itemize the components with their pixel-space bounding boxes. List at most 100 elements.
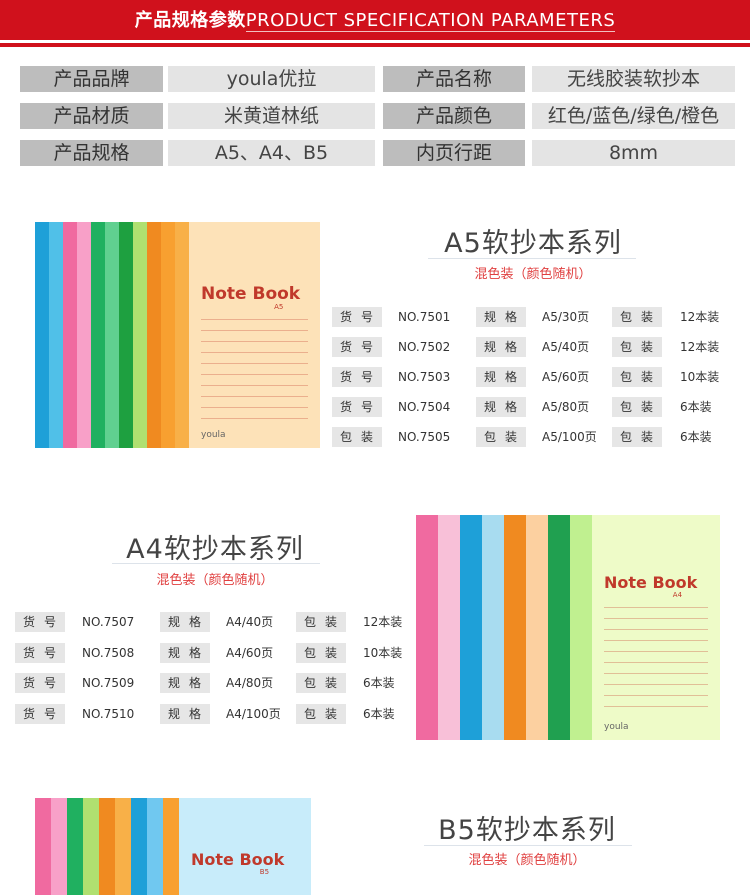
a5-title: A5软抄本系列 [444,228,622,259]
row-label: 规格 [160,642,210,663]
row-value: NO.7508 [82,645,135,660]
row-value: A4/60页 [226,645,274,660]
row-value: 12本装 [680,340,720,354]
spec-row: 货号 NO.7510 规格 A4/100页 包装 6本装 [15,703,435,724]
row-value: 12本装 [363,615,403,629]
cover-size: B5 [259,868,270,876]
row-label: 规格 [476,307,526,327]
row-label: 包装 [612,427,662,447]
row-value: NO.7505 [398,430,451,444]
spec-value: 红色/蓝色/绿色/橙色 [532,103,735,129]
ruled-line [604,684,708,685]
b5-subtitle: 混色装（颜色随机） [468,853,586,868]
spec-value: 米黄道林纸 [168,103,375,129]
row-value: A5/40页 [542,340,590,354]
notebook-spine [416,515,439,740]
ruled-line [201,407,308,408]
row-label: 规格 [476,397,526,417]
cover-title: Note Book [201,284,301,304]
page-title: 产品规格参数PRODUCT SPECIFICATION PARAMETERS [0,6,750,32]
spec-row: 包装 NO.7505 包装 A5/100页 包装 6本装 [332,427,750,447]
row-label: 规格 [476,367,526,387]
notebook-cover: Note Book B5 [179,798,311,895]
a4-divider [112,563,320,564]
ruled-line [201,396,308,397]
row-label: 货号 [15,642,65,663]
notebook-spine [99,798,116,895]
row-value: 6本装 [363,676,395,690]
row-value: A5/60页 [542,370,590,384]
notebook-spine [35,222,50,448]
row-value: NO.7502 [398,340,451,354]
notebook-spine [51,798,68,895]
row-value: NO.7509 [82,676,135,690]
notebook-spine [570,515,593,740]
ruled-line [201,363,308,364]
brand-logo: youla [604,722,629,732]
ruled-line [604,640,708,641]
ruled-line [201,385,308,386]
row-label: 包装 [612,397,662,417]
notebook-spine [548,515,571,740]
cover-title: Note Book [191,850,285,869]
ruled-line [604,695,708,696]
row-label: 货号 [332,397,382,417]
ruled-line [201,374,308,375]
row-value: A4/100页 [226,706,281,721]
row-value: 12本装 [680,310,720,324]
cover-size: A5 [274,303,284,311]
cover-size: A4 [672,591,683,599]
ruled-line [604,706,708,707]
notebook-spine [49,222,64,448]
row-label: 规格 [476,337,526,357]
notebook-spine [67,798,84,895]
notebook-spine [115,798,132,895]
ruled-line [604,662,708,663]
ruled-line [201,418,308,419]
title-en: PRODUCT SPECIFICATION PARAMETERS [245,10,616,32]
row-label: 包装 [296,642,346,663]
ruled-line [201,341,308,342]
row-label: 包装 [612,367,662,387]
spec-label: 内页行距 [383,140,525,166]
b5-divider [424,845,632,846]
spec-label: 产品名称 [383,66,525,92]
notebook-spine [119,222,134,448]
row-value: A5/100页 [542,430,597,444]
notebook-spine [482,515,505,740]
ruled-line [604,629,708,630]
a5-subtitle: 混色装（颜色随机） [474,267,592,282]
spec-row: 货号 NO.7501 规格 A5/30页 包装 12本装 [332,307,750,327]
title-cn: 产品规格参数 [134,10,246,31]
spec-label: 产品品牌 [20,66,163,92]
notebook-spine [83,798,100,895]
notebook-spine [147,798,164,895]
row-label: 包装 [612,307,662,327]
notebook-spine [147,222,162,448]
notebook-spine [175,222,190,448]
spec-row: 货号 NO.7502 规格 A5/40页 包装 12本装 [332,337,750,357]
row-value: NO.7503 [398,370,451,384]
ruled-line [604,607,708,608]
notebook-spine [35,798,52,895]
row-value: NO.7507 [82,615,135,629]
brand-logo: youla [201,430,226,440]
row-label: 货号 [15,673,65,693]
spec-label: 产品规格 [20,140,163,166]
row-value: NO.7510 [82,706,135,721]
b5-title: B5软抄本系列 [438,815,616,846]
header-banner [0,0,750,40]
row-label: 规格 [160,703,210,724]
ruled-line [201,352,308,353]
row-label: 规格 [160,673,210,693]
row-value: A4/80页 [226,676,274,690]
row-value: 6本装 [680,430,712,444]
header-divider [0,43,750,47]
spec-value: A5、A4、B5 [168,140,375,166]
row-value: 6本装 [363,706,395,721]
row-value: A5/80页 [542,400,590,414]
row-label: 货号 [332,337,382,357]
notebook-spine [161,222,176,448]
notebook-spine [438,515,461,740]
ruled-line [201,330,308,331]
